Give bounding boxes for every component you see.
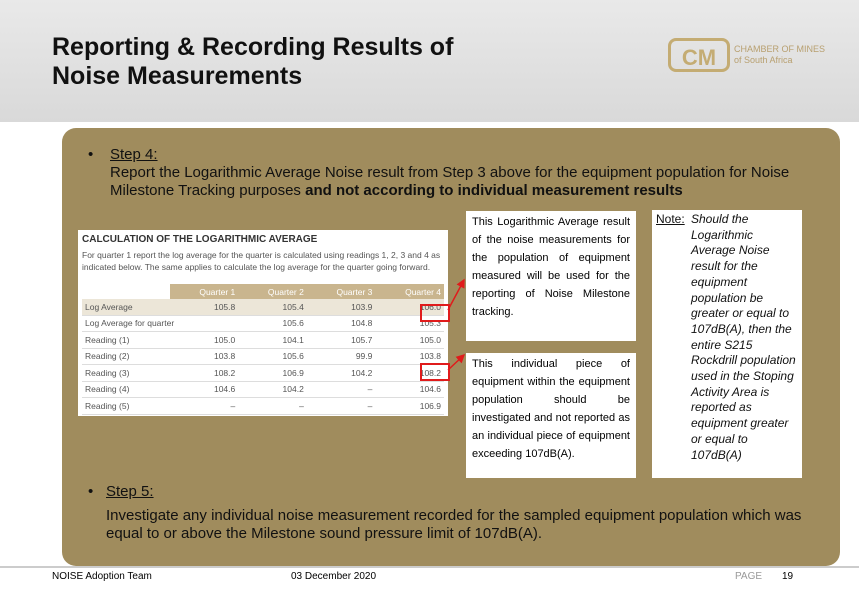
row-label: Log Average for quarter	[82, 315, 239, 332]
footer-page: 19	[782, 571, 794, 582]
cell: –	[306, 397, 376, 415]
note-label: Note:	[656, 212, 685, 226]
bullet: •	[88, 146, 94, 163]
callout: This individual piece of equipment withi…	[466, 353, 636, 478]
column-header: Quarter 4	[375, 284, 444, 299]
step5: Step 5: Investigate any individual noise…	[106, 483, 806, 543]
row-label: Reading (1)	[82, 331, 170, 349]
row-label: Log Average	[82, 299, 170, 316]
cell: 103.8	[169, 348, 239, 365]
cell: 104.6	[169, 381, 239, 398]
cell: 108.2	[169, 364, 239, 382]
column-header: Quarter 3	[306, 284, 376, 299]
header-row: Quarter 1 Quarter 2 Quarter 3 Quarter 4	[82, 284, 444, 299]
header	[0, 0, 859, 122]
note-text: Should the Logarithmic Average Noise res…	[691, 212, 796, 462]
title-line: Reporting & Recording Results of	[52, 33, 454, 61]
cell: 105.6	[238, 348, 307, 365]
arrows	[447, 278, 466, 371]
cell: 106.9	[375, 397, 444, 415]
title: Reporting & Recording Results of Noise Me…	[52, 33, 453, 91]
footer-team: NOISE Adoption Team	[52, 571, 152, 582]
cell: 105.6	[238, 315, 307, 332]
highlight	[420, 363, 450, 381]
table: Quarter 1 Quarter 2 Quarter 3 Quarter 4 Log …	[82, 284, 444, 415]
cell: –	[238, 397, 307, 415]
step-heading: Step 5:	[106, 483, 154, 500]
title-line: Noise Measurements	[52, 62, 303, 90]
cell: 105.7	[306, 331, 376, 349]
cell: 104.6	[375, 381, 444, 398]
row-label: Reading (3)	[82, 364, 170, 382]
row: Reading (1) 105.0 104.1 105.7 105.0	[82, 331, 444, 349]
note: Note: Should the Logarithmic Average Noi…	[652, 210, 802, 478]
cell: 105.8	[169, 299, 239, 316]
table-description: For quarter 1 report the log average for…	[82, 250, 441, 272]
cell: 105.4	[238, 299, 307, 316]
table-image: CALCULATION OF THE LOGARITHMIC AVERAGE F…	[78, 230, 450, 416]
row-label: Reading (4)	[82, 381, 170, 398]
corner	[82, 284, 170, 299]
cell: 105.0	[169, 331, 239, 349]
callout: This Logarithmic Average result of the n…	[466, 211, 636, 341]
cell: 104.1	[238, 331, 307, 349]
logo-mark: CM	[668, 38, 730, 72]
row: Reading (5) – – –106.9	[82, 397, 444, 415]
step-heading: Step 4:	[110, 146, 158, 163]
logo-text: CHAMBER OF MINES of South Africa	[734, 44, 825, 66]
cell: 104.8	[306, 315, 376, 332]
step-bold: and not according to individual measurem…	[305, 182, 683, 199]
cell: 104.2	[238, 381, 307, 398]
highlight	[420, 304, 450, 322]
cell: 106.0	[375, 299, 444, 316]
table-title: CALCULATION OF THE LOGARITHMIC AVERAGE	[82, 234, 318, 245]
logo-name: CHAMBER OF MINES	[734, 44, 826, 54]
cell: 108.2	[375, 364, 444, 382]
step-text: Investigate any individual noise measure…	[106, 507, 802, 542]
step-text: Report the Logarithmic Average Noise res…	[110, 164, 790, 199]
bullet: •	[88, 483, 94, 500]
footer-date: 03 December 2020	[291, 571, 377, 582]
row-label: Reading (5)	[82, 397, 170, 415]
row: Reading (2) 103.8 105.6 99.9 103.8	[82, 348, 444, 365]
cell: 99.9	[306, 348, 376, 365]
cell: 105.0	[375, 331, 444, 349]
row: Reading (4) 104.6 104.2–104.6	[82, 381, 444, 398]
cell: 105.3	[375, 315, 444, 332]
column-header: Quarter 1	[169, 284, 239, 299]
cell: –	[306, 381, 376, 398]
cell: 104.2	[306, 364, 376, 382]
row: Reading (3) 108.2 106.9 104.2 108.2	[82, 364, 444, 382]
row: Log Average for quarter 105.6 104.8 105.3	[82, 315, 444, 332]
cell: 106.9	[238, 364, 307, 382]
cell: 103.9	[306, 299, 376, 316]
cell: 103.8	[375, 348, 444, 365]
row: Log Average 105.8 105.4 103.9 106.0	[82, 299, 444, 316]
cell: –	[169, 397, 239, 415]
footer-page-label: PAGE	[735, 571, 763, 582]
column-header: Quarter 2	[238, 284, 307, 299]
logo-sub: of South Africa	[734, 55, 793, 65]
footer-rule	[0, 566, 859, 568]
row-label: Reading (2)	[82, 348, 170, 365]
step4: Step 4: Report the Logarithmic Average N…	[110, 146, 810, 200]
